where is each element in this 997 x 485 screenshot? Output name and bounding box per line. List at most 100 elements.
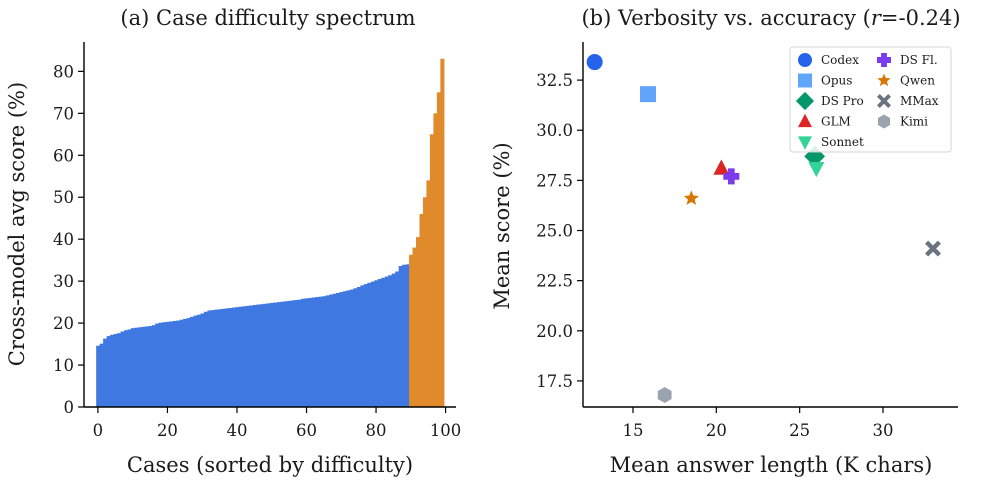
y-tick-label: 20 xyxy=(53,314,74,333)
legend-marker-ds-pro xyxy=(795,91,815,111)
bar xyxy=(294,300,299,407)
y-tick-label: 40 xyxy=(53,230,74,249)
bar xyxy=(238,306,243,407)
bar xyxy=(245,305,250,407)
bar xyxy=(384,276,389,407)
legend-marker-kimi xyxy=(877,114,891,129)
bar-series xyxy=(96,58,445,408)
y-axis-ticks: 17.5 20.0 22.5 25.0 27.5 30.0 32.5 xyxy=(536,71,583,391)
x-tick-label: 25 xyxy=(789,421,810,440)
bar xyxy=(259,304,264,407)
bar xyxy=(416,237,421,407)
bar xyxy=(391,273,396,407)
bar xyxy=(436,92,441,407)
bar xyxy=(117,333,122,407)
bar xyxy=(433,113,438,407)
bar xyxy=(162,322,167,407)
y-tick-label: 32.5 xyxy=(536,71,573,90)
bar xyxy=(405,264,410,407)
bar xyxy=(134,327,139,407)
bar xyxy=(409,254,414,407)
title-r-symbol: r xyxy=(871,6,883,30)
bar xyxy=(329,294,334,407)
bar xyxy=(412,247,417,407)
bar xyxy=(193,315,198,407)
panel-case-difficulty: (a) Case difficulty spectrum 0 10 20 30 40 50… xyxy=(5,6,461,477)
bar xyxy=(360,285,365,407)
legend-marker-sonnet xyxy=(798,136,812,150)
point-ds-fl xyxy=(723,168,740,185)
bar xyxy=(381,277,386,407)
y-axis-ticks: 0 10 20 30 40 50 60 70 80 xyxy=(53,62,84,417)
legend: Codex Opus DS Pro GLM Sonnet DS Fl. Qwen MMax Ki… xyxy=(789,46,952,153)
bar xyxy=(377,279,382,407)
bar xyxy=(186,318,191,407)
legend-label-mmax: MMax xyxy=(900,94,939,108)
bar xyxy=(155,323,160,407)
point-mmax xyxy=(925,240,941,257)
point-opus xyxy=(640,86,656,103)
bar xyxy=(123,330,129,407)
x-axis-ticks: 0 20 40 60 80 100 xyxy=(93,407,462,440)
bar xyxy=(221,308,226,407)
bar xyxy=(207,310,212,407)
bar xyxy=(179,319,184,407)
bar xyxy=(196,314,202,407)
bar xyxy=(318,296,323,407)
bar xyxy=(287,300,292,407)
y-axis-label: Mean score (%) xyxy=(490,142,514,309)
bar xyxy=(169,321,174,407)
point-kimi xyxy=(657,386,672,403)
chart-title: (b) Verbosity vs. accuracy (r=-0.24) xyxy=(581,6,960,30)
bar xyxy=(266,303,271,407)
bar xyxy=(103,338,108,407)
bar xyxy=(311,297,316,407)
bar xyxy=(224,308,229,407)
bar xyxy=(273,302,278,407)
bar xyxy=(137,327,142,407)
bar xyxy=(172,320,177,407)
y-tick-label: 22.5 xyxy=(536,272,573,291)
bar xyxy=(249,305,254,407)
point-glm xyxy=(713,159,730,175)
bar xyxy=(235,307,240,407)
bar xyxy=(374,280,379,407)
legend-label-opus: Opus xyxy=(821,74,852,88)
y-tick-label: 27.5 xyxy=(536,171,573,190)
bar xyxy=(270,302,275,407)
y-tick-label: 25.0 xyxy=(536,222,573,241)
chart-title: (a) Case difficulty spectrum xyxy=(120,6,415,30)
bar xyxy=(325,295,330,407)
panel-verbosity-accuracy: (b) Verbosity vs. accuracy (r=-0.24) 17.… xyxy=(490,6,961,477)
bar xyxy=(200,313,205,407)
bar xyxy=(263,303,268,407)
bar xyxy=(363,284,368,407)
y-tick-label: 50 xyxy=(53,188,74,207)
point-sonnet xyxy=(808,161,825,178)
bar xyxy=(176,320,181,407)
bar xyxy=(429,134,435,408)
bar xyxy=(113,334,118,407)
bar xyxy=(252,305,257,407)
legend-marker-opus xyxy=(798,73,812,88)
bar xyxy=(332,293,337,407)
bar xyxy=(290,300,295,407)
legend-label-ds-pro: DS Pro xyxy=(821,94,864,108)
bar xyxy=(228,307,233,407)
x-axis-label: Mean answer length (K chars) xyxy=(610,453,933,477)
legend-marker-qwen xyxy=(877,73,891,87)
legend-label-codex: Codex xyxy=(821,53,859,67)
y-tick-label: 10 xyxy=(53,356,74,375)
x-tick-label: 0 xyxy=(93,421,104,440)
bar xyxy=(336,292,341,407)
legend-marker-ds-fl xyxy=(877,53,891,67)
x-tick-label: 40 xyxy=(226,421,247,440)
title-prefix: (b) Verbosity vs. accuracy ( xyxy=(581,6,870,30)
x-axis-ticks: 15 20 25 30 xyxy=(623,407,894,440)
x-tick-label: 100 xyxy=(430,421,462,440)
bar xyxy=(151,325,156,407)
legend-label-sonnet: Sonnet xyxy=(821,135,864,149)
bar xyxy=(343,291,348,407)
bar xyxy=(190,316,195,407)
